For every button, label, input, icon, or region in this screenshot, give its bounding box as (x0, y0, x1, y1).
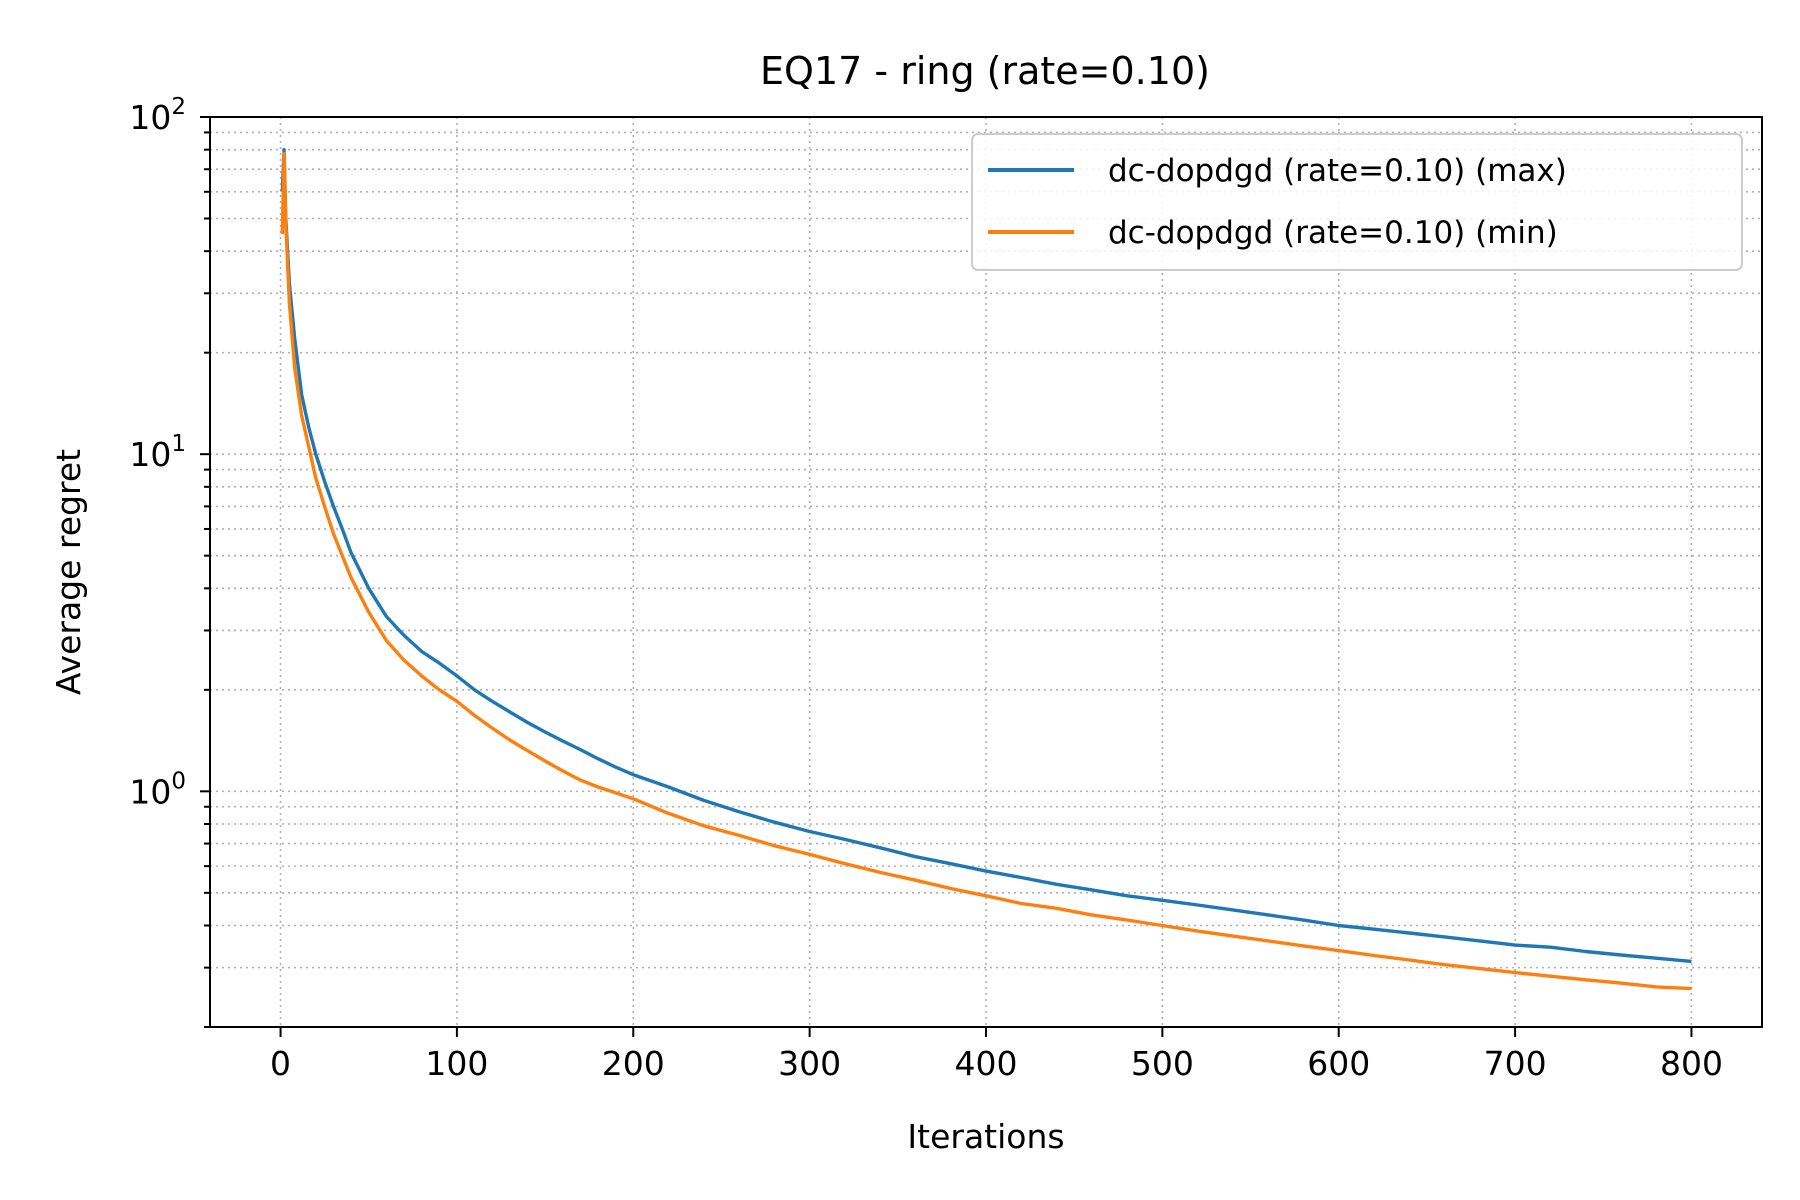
y-tick-label: 100 (129, 768, 186, 811)
chart-title: EQ17 - ring (rate=0.10) (760, 49, 1210, 93)
x-tick-label: 200 (602, 1044, 665, 1083)
x-tick-label: 400 (955, 1044, 1018, 1083)
x-tick-label: 0 (270, 1044, 291, 1083)
y-axis-label: Average regret (49, 449, 88, 695)
legend: dc-dopdgd (rate=0.10) (max) dc-dopdgd (r… (971, 133, 1743, 271)
x-tick-label: 600 (1307, 1044, 1370, 1083)
x-axis-label: Iterations (907, 1117, 1064, 1156)
y-tick-label: 102 (129, 94, 186, 137)
x-tick-label: 500 (1131, 1044, 1194, 1083)
series-line-max (280, 148, 1692, 964)
x-tick-label: 100 (425, 1044, 488, 1083)
series-line-min (280, 151, 1692, 991)
legend-label-min: dc-dopdgd (rate=0.10) (min) (1108, 215, 1558, 251)
legend-label-max: dc-dopdgd (rate=0.10) (max) (1108, 153, 1567, 189)
x-tick-label: 700 (1484, 1044, 1547, 1083)
ticks: 0 100 200 300 400 500 600 700 800 100 101 102 (129, 94, 1723, 1083)
x-tick-label: 800 (1660, 1044, 1723, 1083)
series-layer (280, 148, 1692, 991)
x-tick-label: 300 (778, 1044, 841, 1083)
y-tick-label: 101 (129, 431, 186, 474)
legend-box (971, 133, 1743, 271)
